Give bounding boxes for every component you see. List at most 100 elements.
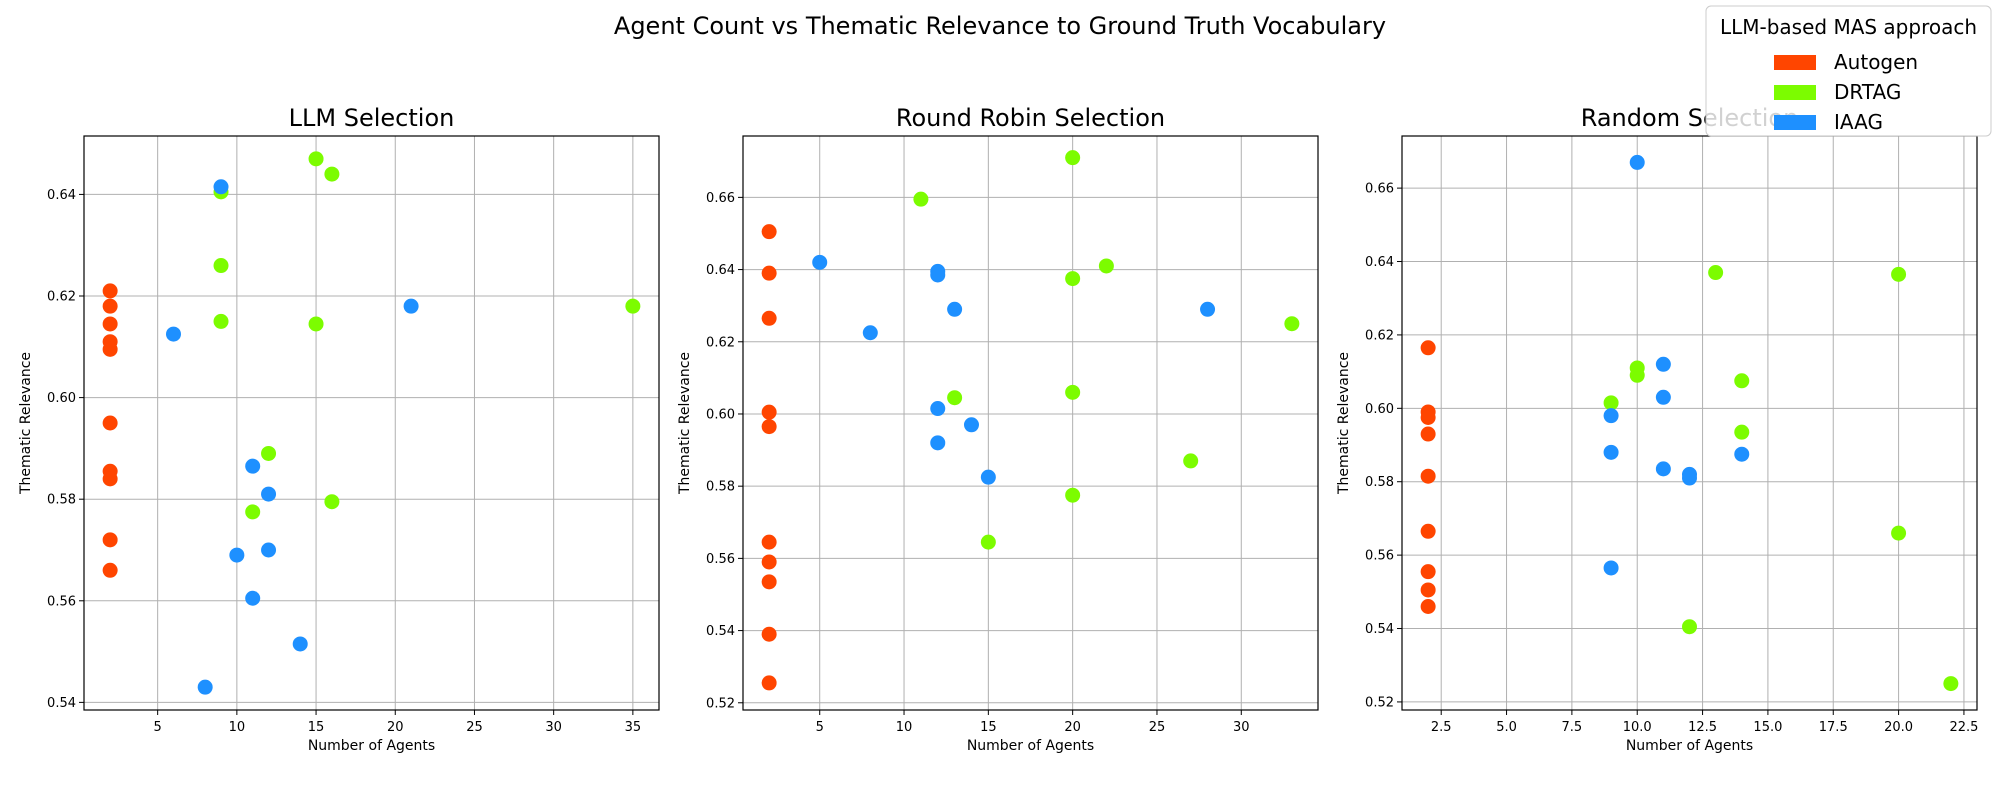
y-tick-label: 0.64 [47, 188, 76, 203]
x-tick-label: 22.5 [1949, 720, 1978, 735]
x-tick-label: 5 [154, 720, 162, 735]
data-point-drtag [261, 445, 277, 461]
data-point-iaag [862, 325, 878, 341]
legend-box [1705, 5, 1992, 137]
data-point-iaag [261, 542, 277, 558]
data-point-autogen [102, 471, 118, 487]
legend-label-iaag: IAAG [1834, 110, 1883, 134]
y-tick-label: 0.54 [1365, 622, 1394, 637]
plot-frame [1401, 135, 1978, 711]
y-axis-label: Thematic Relevance [18, 352, 34, 495]
legend-swatch-autogen [1774, 55, 1816, 70]
x-tick-label: 2.5 [1431, 720, 1452, 735]
data-point-autogen [761, 534, 777, 550]
x-tick-label: 30 [1233, 720, 1250, 735]
series-autogen [102, 283, 118, 578]
data-point-autogen [102, 562, 118, 578]
data-point-autogen [761, 404, 777, 420]
data-point-autogen [1420, 426, 1436, 442]
data-point-iaag [930, 401, 946, 417]
data-point-autogen [102, 316, 118, 332]
x-tick-label: 17.5 [1819, 720, 1848, 735]
data-point-iaag [930, 435, 946, 451]
data-point-autogen [761, 675, 777, 691]
x-tick-label: 15 [308, 720, 325, 735]
data-point-autogen [761, 626, 777, 642]
y-tick-label: 0.56 [1365, 549, 1394, 564]
data-point-autogen [1420, 564, 1436, 580]
legend: LLM-based MAS approach Autogen DRTAG IAAG [1705, 5, 1992, 137]
y-tick-label: 0.58 [47, 493, 76, 508]
x-tick-label: 20 [387, 720, 404, 735]
plot-area [84, 136, 659, 710]
data-point-drtag [308, 151, 324, 167]
x-axis-label: Number of Agents [1626, 738, 1753, 754]
data-point-drtag [1183, 453, 1199, 469]
data-point-iaag [930, 267, 946, 283]
data-point-autogen [761, 310, 777, 326]
data-point-autogen [761, 554, 777, 570]
y-axis-label: Thematic Relevance [677, 352, 693, 495]
data-point-drtag [1891, 266, 1907, 282]
y-tick-label: 0.56 [706, 552, 735, 567]
data-point-iaag [229, 547, 245, 563]
chart-title: Round Robin Selection [896, 104, 1165, 132]
data-point-autogen [102, 532, 118, 548]
x-axis-label: Number of Agents [308, 738, 435, 754]
data-point-drtag [980, 534, 996, 550]
data-point-drtag [213, 258, 229, 274]
series-drtag [913, 150, 1300, 550]
data-point-iaag [1603, 408, 1619, 424]
y-tick-label: 0.56 [47, 594, 76, 609]
y-tick-label: 0.62 [1365, 328, 1394, 343]
x-tick-label: 15.0 [1753, 720, 1782, 735]
y-tick-label: 0.60 [1365, 402, 1394, 417]
x-tick-label: 10 [229, 720, 246, 735]
data-point-drtag [625, 298, 641, 314]
data-point-iaag [1682, 470, 1697, 486]
y-tick-label: 0.60 [706, 407, 735, 422]
data-point-drtag [324, 166, 340, 182]
data-point-iaag [403, 298, 419, 314]
data-point-iaag [165, 326, 181, 342]
data-point-iaag [213, 179, 229, 195]
series-iaag [812, 254, 1216, 485]
legend-swatch-iaag [1774, 115, 1816, 130]
data-point-iaag [1603, 444, 1619, 460]
y-tick-label: 0.66 [1365, 182, 1394, 197]
series-drtag [1603, 265, 1959, 692]
data-point-autogen [1420, 582, 1436, 598]
data-point-drtag [1065, 150, 1081, 166]
chart-title: LLM Selection [289, 104, 455, 132]
data-point-autogen [1420, 523, 1436, 539]
figure-suptitle: Agent Count vs Thematic Relevance to Gro… [614, 12, 1386, 40]
data-point-drtag [1098, 258, 1114, 274]
y-tick-label: 0.52 [1365, 695, 1394, 710]
plot-frame [83, 135, 660, 711]
x-tick-label: 10 [896, 720, 913, 735]
data-point-drtag [213, 313, 229, 329]
data-point-drtag [1708, 265, 1724, 281]
data-point-iaag [1629, 154, 1645, 170]
chart-panel-2: 5 10 15 20 25 30 0.52 0.54 0.56 0.58 0.60 0.62 0.64 0… [677, 104, 1319, 754]
y-tick-label: 0.66 [706, 191, 735, 206]
data-point-iaag [245, 590, 261, 606]
data-point-drtag [1603, 395, 1619, 411]
y-tick-label: 0.60 [47, 391, 76, 406]
plot-frame [742, 135, 1319, 711]
data-point-drtag [913, 191, 929, 207]
legend-label-drtag: DRTAG [1834, 80, 1901, 104]
x-tick-label: 5.0 [1496, 720, 1517, 735]
data-point-iaag [1734, 446, 1750, 462]
x-tick-label: 20 [1064, 720, 1081, 735]
data-point-drtag [1065, 487, 1081, 503]
series-autogen [1420, 340, 1436, 615]
data-point-iaag [947, 301, 963, 317]
series-autogen [761, 224, 777, 691]
data-point-iaag [1200, 301, 1216, 317]
data-point-autogen [761, 419, 777, 435]
data-point-drtag [1891, 525, 1907, 541]
legend-swatch-drtag [1774, 85, 1816, 100]
data-point-drtag [1629, 367, 1645, 383]
